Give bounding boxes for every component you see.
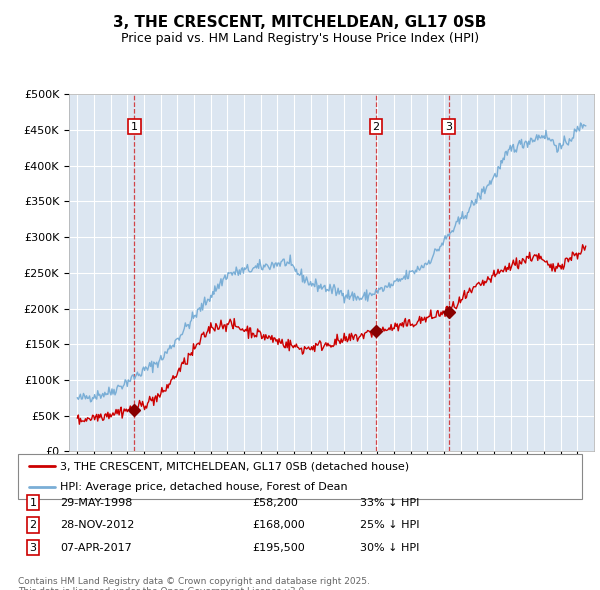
Text: 33% ↓ HPI: 33% ↓ HPI [360, 498, 419, 507]
Text: 3: 3 [445, 122, 452, 132]
Text: 3, THE CRESCENT, MITCHELDEAN, GL17 0SB (detached house): 3, THE CRESCENT, MITCHELDEAN, GL17 0SB (… [60, 461, 409, 471]
Text: £168,000: £168,000 [252, 520, 305, 530]
Text: 1: 1 [29, 498, 37, 507]
Text: 28-NOV-2012: 28-NOV-2012 [60, 520, 134, 530]
Text: 3, THE CRESCENT, MITCHELDEAN, GL17 0SB: 3, THE CRESCENT, MITCHELDEAN, GL17 0SB [113, 15, 487, 30]
Text: Price paid vs. HM Land Registry's House Price Index (HPI): Price paid vs. HM Land Registry's House … [121, 32, 479, 45]
Text: HPI: Average price, detached house, Forest of Dean: HPI: Average price, detached house, Fore… [60, 481, 348, 491]
Text: 1: 1 [131, 122, 138, 132]
Text: 25% ↓ HPI: 25% ↓ HPI [360, 520, 419, 530]
Text: 2: 2 [373, 122, 379, 132]
Text: 07-APR-2017: 07-APR-2017 [60, 543, 132, 552]
Text: 3: 3 [29, 543, 37, 552]
Text: £195,500: £195,500 [252, 543, 305, 552]
Text: 30% ↓ HPI: 30% ↓ HPI [360, 543, 419, 552]
Text: £58,200: £58,200 [252, 498, 298, 507]
Text: Contains HM Land Registry data © Crown copyright and database right 2025.
This d: Contains HM Land Registry data © Crown c… [18, 577, 370, 590]
FancyBboxPatch shape [18, 454, 582, 499]
Text: 2: 2 [29, 520, 37, 530]
Text: 29-MAY-1998: 29-MAY-1998 [60, 498, 133, 507]
